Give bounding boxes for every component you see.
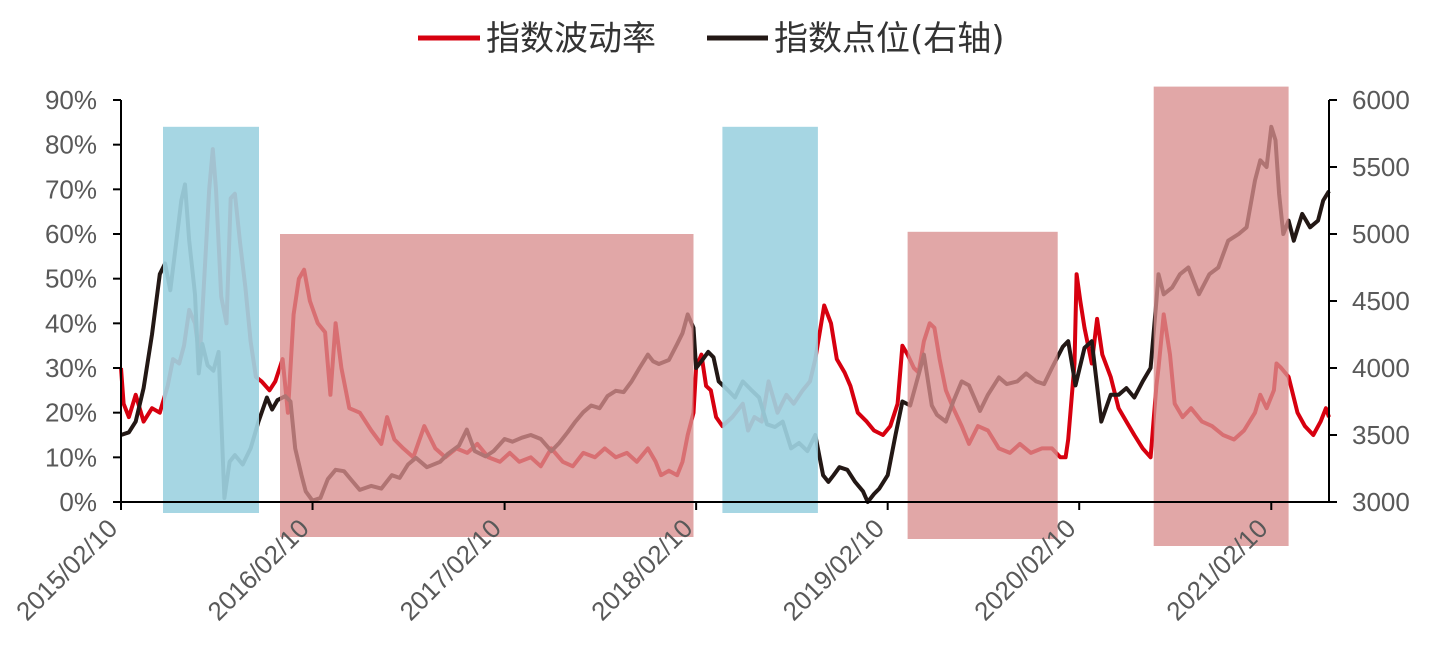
y-right-tick-label: 5500 [1352, 152, 1410, 182]
x-tick-label: 2019/02/10 [777, 513, 890, 626]
y-right-tick-label: 5000 [1352, 219, 1410, 249]
y-left-tick-label: 10% [45, 442, 97, 472]
y-left-tick-label: 50% [45, 264, 97, 294]
y-left-tick-label: 20% [45, 398, 97, 428]
shaded-regions [163, 86, 1289, 546]
shaded-region-2 [722, 126, 818, 514]
y-left-tick-label: 90% [45, 85, 97, 115]
y-left-tick-label: 40% [45, 308, 97, 338]
x-tick-label: 2016/02/10 [202, 513, 315, 626]
y-right-tick-label: 4500 [1352, 286, 1410, 316]
legend-label-volatility: 指数波动率 [486, 19, 656, 59]
y-right-tick-label: 3000 [1352, 487, 1410, 517]
y-left-tick-label: 0% [59, 487, 97, 517]
y-left-tick-label: 80% [45, 130, 97, 160]
shaded-region-3 [907, 231, 1058, 540]
legend: 指数波动率 指数点位(右轴) [418, 19, 1005, 59]
shaded-region-4 [1153, 86, 1289, 546]
shaded-region-1 [280, 234, 694, 537]
x-tick-label: 2015/02/10 [10, 513, 123, 626]
y-right-tick-label: 4000 [1352, 353, 1410, 383]
y-left-tick-label: 60% [45, 219, 97, 249]
y-left-tick-label: 30% [45, 353, 97, 383]
shaded-region-0 [163, 126, 259, 514]
y-left-tick-label: 70% [45, 174, 97, 204]
y-right-tick-label: 6000 [1352, 85, 1410, 115]
y-right-tick-label: 3500 [1352, 420, 1410, 450]
legend-label-index: 指数点位(右轴) [774, 19, 1005, 59]
